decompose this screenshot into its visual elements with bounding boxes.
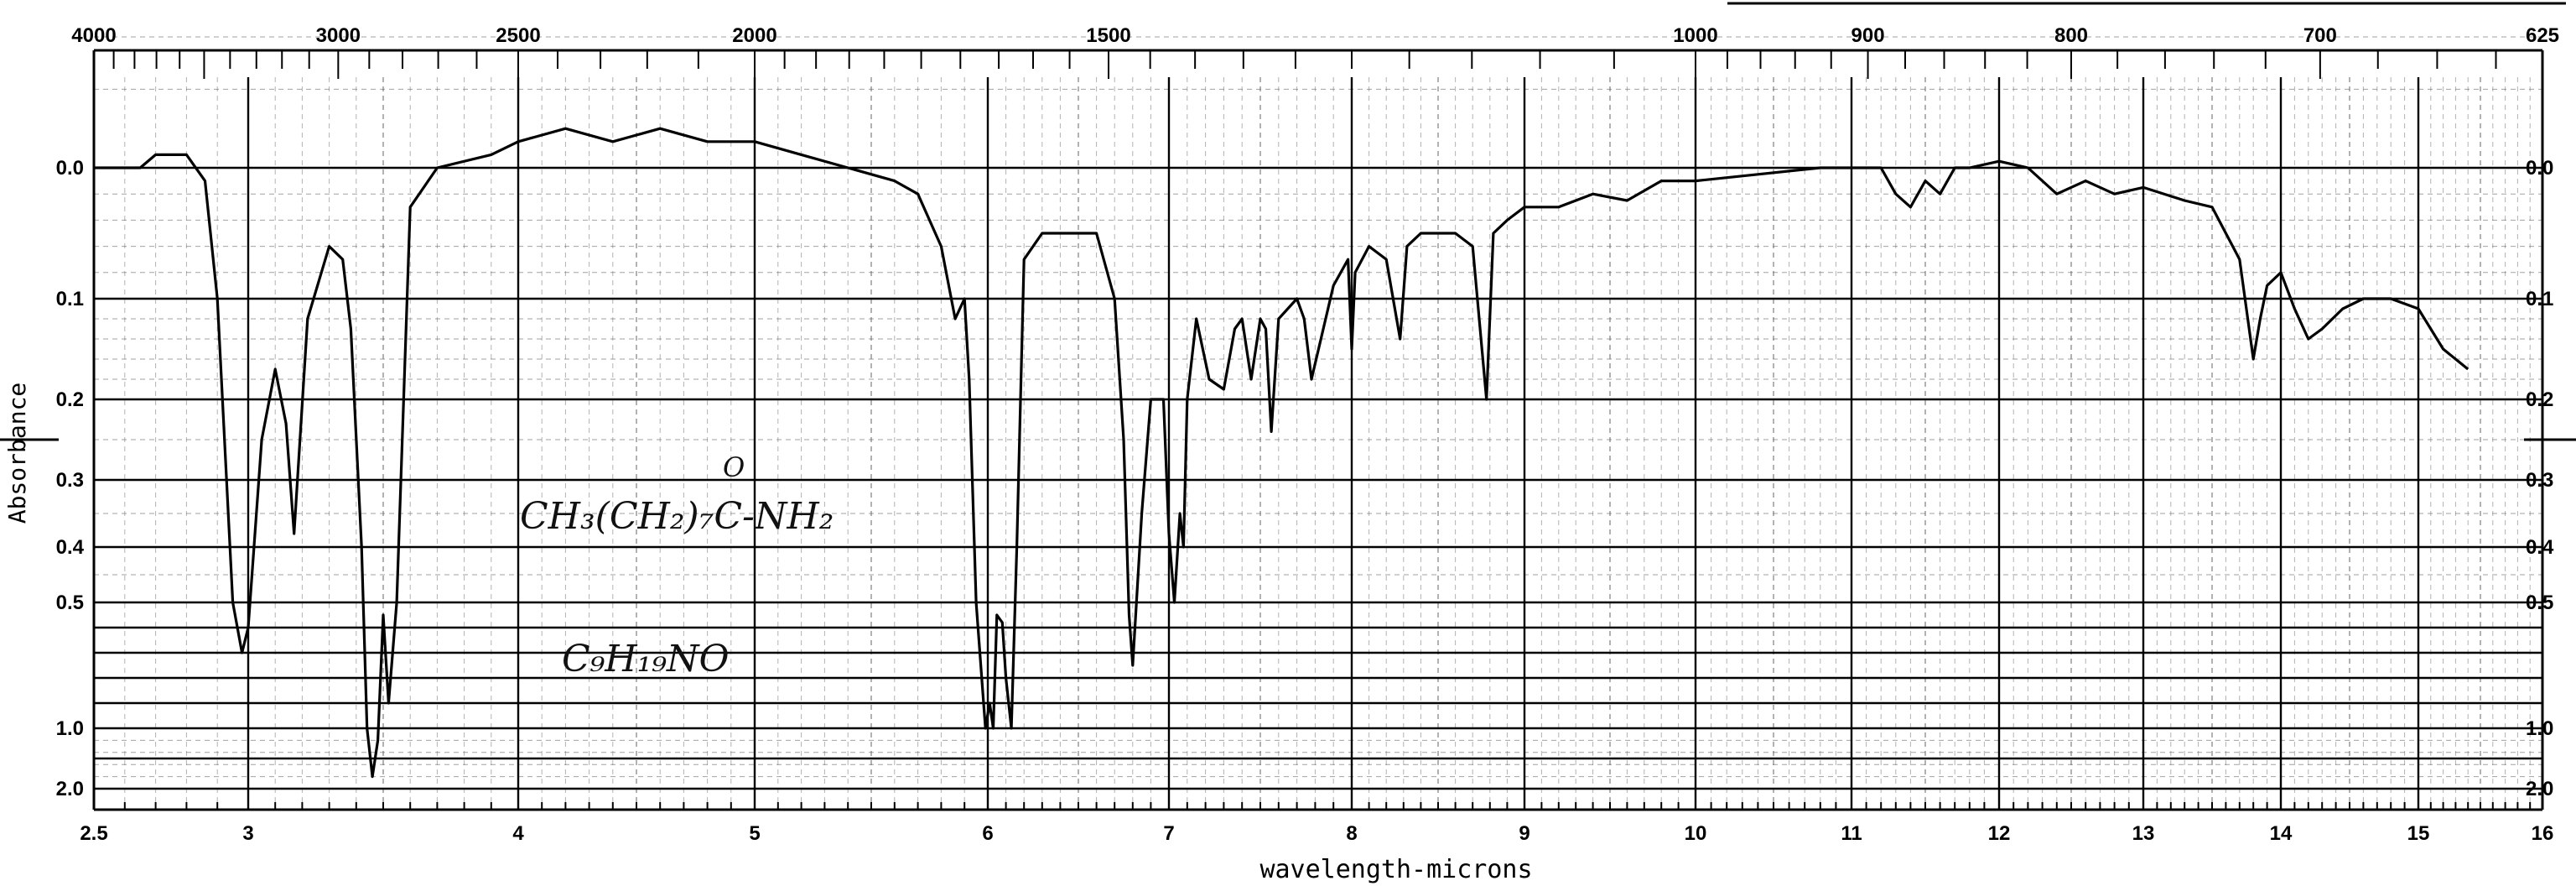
x-axis-label: wavelength-microns [1259, 855, 1532, 884]
x-tick-label: 4 [512, 822, 524, 845]
top-wavenumber-label: 1500 [1086, 24, 1130, 47]
top-wavenumber-label: 1000 [1673, 24, 1717, 47]
x-tick-label: 14 [2270, 822, 2293, 845]
chart-grid [94, 36, 2542, 810]
x-tick-label: 9 [1519, 822, 1530, 845]
top-wavenumber-label: 4000 [71, 24, 116, 47]
x-tick-label: 11 [1841, 822, 1862, 845]
x-tick-label: 12 [1988, 822, 2011, 845]
top-wavenumber-label: 625 [2526, 24, 2559, 47]
chart-frame [0, 2, 2576, 811]
structural-formula-annotation: CH₃(CH₂)₇C-NH₂ [520, 495, 834, 538]
top-wavenumber-label: 2000 [732, 24, 776, 47]
y-tick-label-left: 0.2 [56, 388, 84, 411]
x-tick-label: 13 [2132, 822, 2155, 845]
y-tick-label-left: 0.0 [56, 157, 84, 180]
y-tick-label-right: 0.5 [2526, 592, 2553, 614]
y-tick-label-right: 0.0 [2526, 157, 2553, 180]
y-tick-label-right: 0.4 [2526, 536, 2554, 559]
x-tick-label: 16 [2532, 822, 2554, 845]
x-tick-label: 7 [1163, 822, 1174, 845]
y-tick-label-right: 0.1 [2526, 288, 2553, 310]
top-wavenumber-label: 700 [2303, 24, 2337, 47]
x-tick-label: 2.5 [80, 822, 107, 845]
top-wavenumber-label: 3000 [316, 24, 361, 47]
x-tick-label: 5 [749, 822, 760, 845]
y-tick-label-left: 0.4 [56, 536, 85, 559]
y-tick-label-right: 0.2 [2526, 388, 2553, 411]
molecular-formula-annotation: C₉H₁₉NO [562, 638, 730, 680]
x-tick-label: 10 [1685, 822, 1707, 845]
x-tick-label: 3 [242, 822, 253, 845]
top-wavenumber-label: 900 [1852, 24, 1885, 47]
y-axis-label: Absorbance [3, 383, 31, 524]
top-wavenumber-label: 800 [2054, 24, 2088, 47]
y-tick-label-right: 2.0 [2526, 778, 2553, 800]
y-tick-label-left: 0.3 [56, 469, 84, 492]
y-tick-label-right: 0.3 [2526, 469, 2553, 492]
x-tick-label: 8 [1346, 822, 1357, 845]
y-tick-label-left: 2.0 [56, 778, 84, 800]
y-tick-label-left: 0.1 [56, 288, 84, 310]
carbonyl-oxygen-annotation: O [723, 451, 745, 483]
x-tick-label: 15 [2407, 822, 2430, 845]
tick-labels: 2.5 3 4 5 6 7 8 9 10 11 12 13 14 15 16 4000 3000 2500 2000… [56, 24, 2559, 845]
y-tick-label-right: 1.0 [2526, 717, 2553, 740]
y-tick-label-left: 1.0 [56, 717, 84, 740]
top-wavenumber-label: 2500 [496, 24, 540, 47]
absorbance-spectrum-line [94, 127, 2470, 779]
y-tick-label-left: 0.5 [56, 592, 84, 614]
x-tick-label: 6 [982, 822, 993, 845]
